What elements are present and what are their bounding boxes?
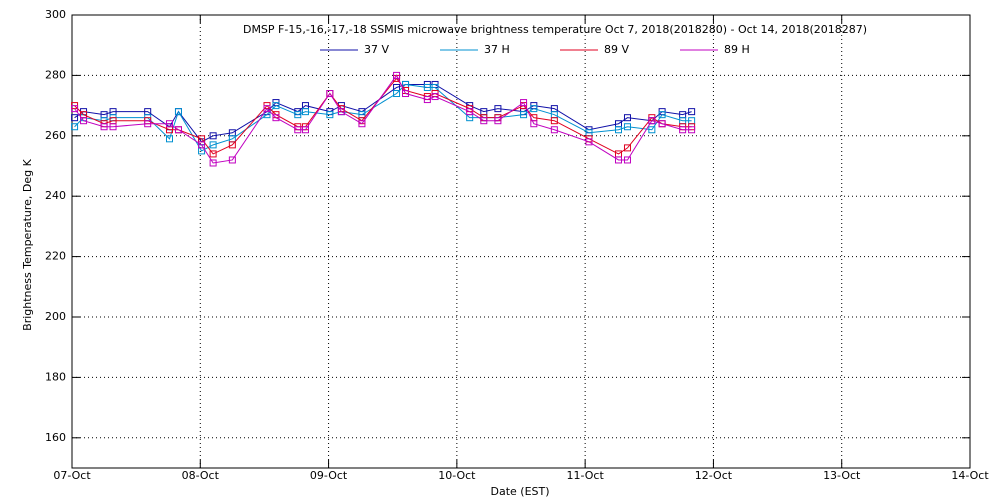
point-marker	[648, 126, 656, 134]
point-marker	[494, 117, 502, 125]
legend-label: 89 H	[724, 43, 750, 56]
point-marker	[688, 126, 696, 134]
x-tick-label: 13-Oct	[823, 469, 861, 482]
point-marker	[165, 120, 173, 128]
x-tick-label: 08-Oct	[182, 469, 220, 482]
point-marker	[623, 156, 631, 164]
x-tick-label: 14-Oct	[951, 469, 989, 482]
point-marker	[358, 120, 366, 128]
point-marker	[301, 126, 309, 134]
point-marker	[337, 108, 345, 116]
point-marker	[466, 108, 474, 116]
point-marker	[209, 159, 217, 167]
point-marker	[272, 114, 280, 122]
point-marker	[402, 90, 410, 98]
series-line	[74, 77, 692, 155]
point-marker	[423, 83, 431, 91]
point-marker	[550, 126, 558, 134]
point-marker	[648, 117, 656, 125]
point-marker	[530, 120, 538, 128]
point-marker	[272, 102, 280, 110]
point-marker	[301, 108, 309, 116]
point-marker	[71, 105, 79, 113]
x-tick-label: 11-Oct	[566, 469, 604, 482]
point-marker	[623, 114, 631, 122]
point-marker	[658, 120, 666, 128]
point-marker	[263, 105, 271, 113]
point-marker	[209, 141, 217, 149]
point-marker	[228, 141, 236, 149]
point-marker	[198, 141, 206, 149]
point-marker	[393, 71, 401, 79]
point-marker	[520, 111, 528, 119]
point-marker	[494, 105, 502, 113]
point-marker	[614, 126, 622, 134]
y-tick-label: 240	[45, 189, 66, 202]
point-marker	[431, 93, 439, 101]
point-marker	[423, 96, 431, 104]
point-marker	[174, 126, 182, 134]
chart-title: DMSP F-15,-16,-17,-18 SSMIS microwave br…	[243, 23, 867, 36]
point-marker	[209, 132, 217, 140]
point-marker	[550, 117, 558, 125]
point-marker	[623, 144, 631, 152]
point-marker	[530, 105, 538, 113]
point-marker	[294, 111, 302, 119]
y-tick-label: 220	[45, 250, 66, 263]
point-marker	[658, 111, 666, 119]
point-marker	[585, 138, 593, 146]
point-marker	[326, 111, 334, 119]
x-tick-label: 09-Oct	[310, 469, 348, 482]
point-marker	[520, 99, 528, 107]
y-tick-label: 260	[45, 129, 66, 142]
point-marker	[80, 117, 88, 125]
point-marker	[326, 90, 334, 98]
x-tick-label: 10-Oct	[438, 469, 476, 482]
point-marker	[688, 108, 696, 116]
point-marker	[209, 150, 217, 158]
x-axis-label: Date (EST)	[490, 485, 549, 498]
y-tick-label: 180	[45, 370, 66, 383]
legend-label: 37 H	[484, 43, 510, 56]
point-marker	[228, 156, 236, 164]
plot-frame	[71, 14, 971, 469]
y-tick-label: 160	[45, 431, 66, 444]
point-marker	[393, 90, 401, 98]
point-marker	[144, 120, 152, 128]
point-marker	[614, 156, 622, 164]
series-line	[74, 83, 692, 152]
legend-label: 89 V	[604, 43, 629, 56]
y-tick-label: 200	[45, 310, 66, 323]
point-marker	[165, 135, 173, 143]
series-line	[74, 74, 692, 164]
x-tick-label: 07-Oct	[53, 469, 91, 482]
point-marker	[100, 123, 108, 131]
point-marker	[480, 117, 488, 125]
point-marker	[679, 126, 687, 134]
y-tick-label: 300	[45, 8, 66, 21]
point-marker	[71, 123, 79, 131]
x-tick-label: 12-Oct	[695, 469, 733, 482]
point-marker	[623, 123, 631, 131]
point-marker	[294, 126, 302, 134]
legend-label: 37 V	[364, 43, 389, 56]
point-marker	[71, 114, 79, 122]
point-marker	[174, 108, 182, 116]
y-axis-label: Brightness Temperature, Deg K	[21, 158, 34, 330]
y-tick-label: 280	[45, 68, 66, 81]
point-marker	[109, 123, 117, 131]
